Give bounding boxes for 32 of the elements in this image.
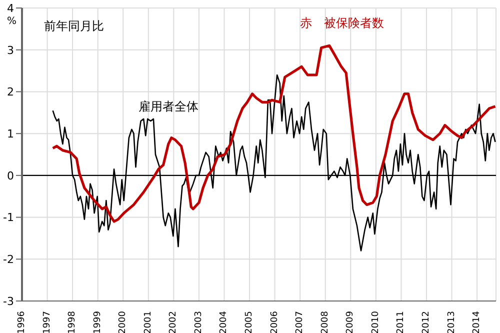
y-tick-label: 0 bbox=[7, 169, 14, 182]
x-tick-label: 2006 bbox=[270, 310, 280, 333]
x-tick-label: 2007 bbox=[295, 311, 306, 333]
x-tick-label: 2000 bbox=[118, 310, 128, 333]
x-tick-label: 1996 bbox=[17, 310, 27, 333]
x-tick-label: 2011 bbox=[396, 311, 406, 333]
x-tick-label: 2004 bbox=[219, 310, 230, 333]
y-tick-label: -2 bbox=[3, 253, 14, 266]
series-label: 雇用者全体 bbox=[138, 100, 198, 114]
x-tick-label: 2010 bbox=[370, 310, 381, 333]
y-tick-label: 3 bbox=[7, 44, 14, 57]
x-tick-label: 2002 bbox=[168, 311, 179, 333]
y-tick-label: 2 bbox=[7, 86, 14, 99]
text: 赤 被保険者数 bbox=[300, 16, 384, 30]
y-tick-label: -3 bbox=[3, 294, 14, 308]
x-tick-label: 2008 bbox=[320, 310, 330, 333]
x-tick-label: 2005 bbox=[244, 311, 255, 333]
y-tick-label: 4 bbox=[7, 2, 14, 15]
x-tick-label: 2003 bbox=[194, 311, 204, 333]
x-tick-label: 1998 bbox=[68, 310, 78, 333]
x-tick-label: 2012 bbox=[421, 311, 432, 333]
x-tick-label: 1997 bbox=[42, 311, 52, 333]
y-tick-label: 1 bbox=[7, 127, 14, 140]
y-axis-title: % bbox=[7, 16, 17, 27]
x-tick-label: 2001 bbox=[143, 311, 154, 333]
line-series bbox=[52, 44, 496, 223]
x-tick-label: 1999 bbox=[92, 310, 103, 333]
y-tick-label: -1 bbox=[3, 211, 14, 224]
x-tick-label: 2009 bbox=[346, 310, 356, 333]
x-tick-label: 2013 bbox=[446, 311, 457, 333]
annotation: 前年同月比 bbox=[44, 18, 104, 35]
x-tick-label: 2014 bbox=[472, 310, 482, 333]
